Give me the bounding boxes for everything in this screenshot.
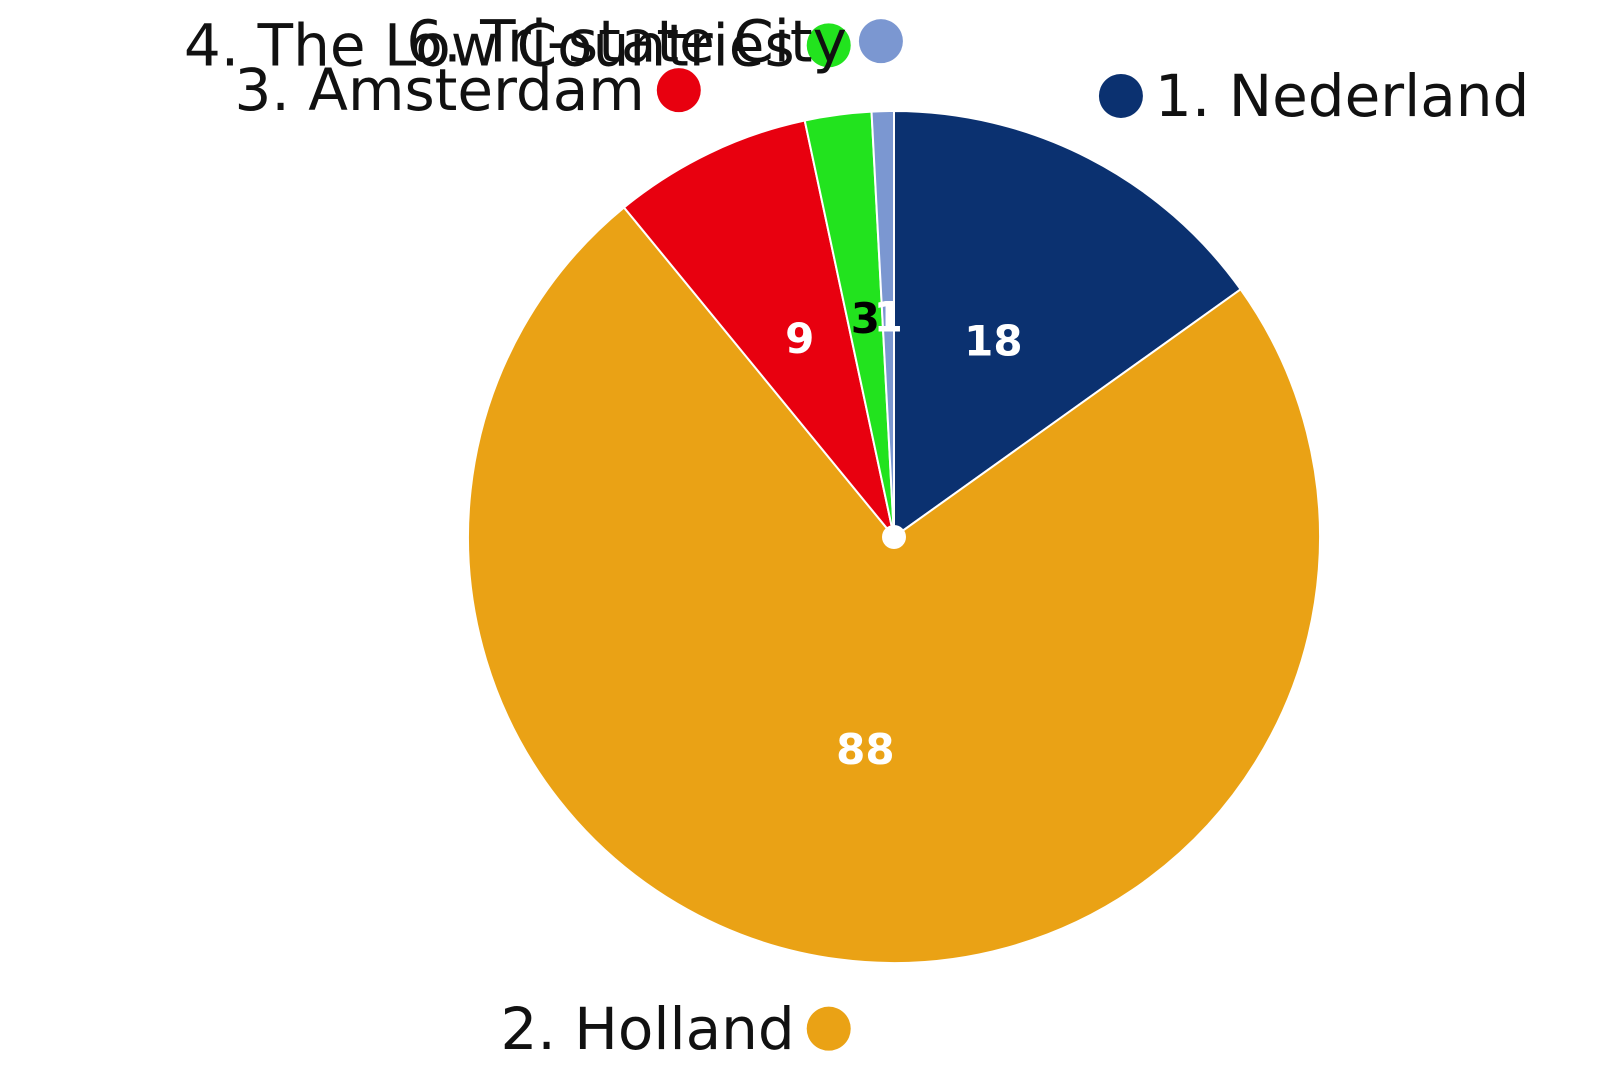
value-label: 9 xyxy=(785,314,814,363)
pie-slice xyxy=(893,109,1243,539)
legend-label: 2. Holland xyxy=(500,995,794,1063)
value-label: 88 xyxy=(836,725,894,774)
legend-dot xyxy=(656,68,701,113)
legend-dot xyxy=(806,23,851,68)
legend-dot xyxy=(1098,73,1143,118)
center-dot xyxy=(882,525,906,549)
pie-slice xyxy=(467,206,1321,964)
pie-slice xyxy=(870,109,895,538)
value-label: 1 xyxy=(874,292,903,341)
legend-dot xyxy=(806,1006,851,1051)
legend-dot xyxy=(858,19,903,64)
legend-label: 4. The Low Countries xyxy=(184,11,795,79)
legend-label: 1. Nederland xyxy=(1155,62,1529,130)
legend-label: 3. Amsterdam xyxy=(235,56,645,124)
value-label: 3 xyxy=(851,294,880,343)
legend-label: 6. Tri-state City xyxy=(406,7,847,75)
value-label: 18 xyxy=(964,316,1022,365)
